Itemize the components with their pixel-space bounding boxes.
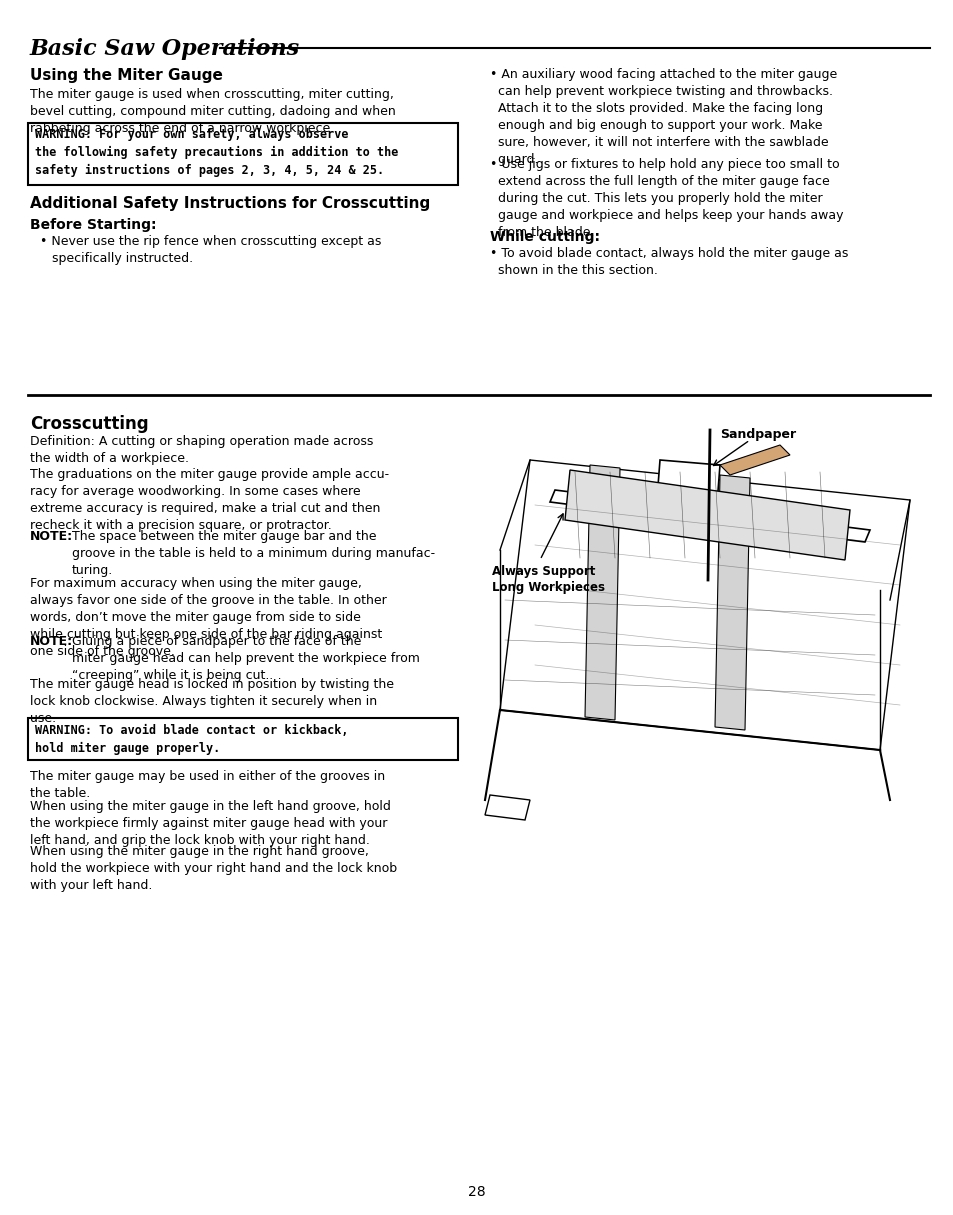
Text: While cutting:: While cutting:: [490, 230, 599, 244]
Text: When using the miter gauge in the left hand groove, hold
the workpiece firmly ag: When using the miter gauge in the left h…: [30, 799, 391, 847]
Polygon shape: [655, 460, 720, 530]
Text: The miter gauge may be used in either of the grooves in
the table.: The miter gauge may be used in either of…: [30, 770, 385, 799]
Text: • Never use the rip fence when crosscutting except as
   specifically instructed: • Never use the rip fence when crosscutt…: [40, 234, 381, 265]
Text: The miter gauge head is locked in position by twisting the
lock knob clockwise. : The miter gauge head is locked in positi…: [30, 678, 394, 725]
Polygon shape: [720, 445, 789, 475]
Text: The space between the miter gauge bar and the
groove in the table is held to a m: The space between the miter gauge bar an…: [71, 530, 435, 577]
Text: Always Support
Long Workpieces: Always Support Long Workpieces: [492, 565, 604, 594]
Text: Gluing a piece of sandpaper to the face of the
miter gauge head can help prevent: Gluing a piece of sandpaper to the face …: [71, 635, 419, 682]
Text: Before Starting:: Before Starting:: [30, 217, 156, 232]
Polygon shape: [550, 490, 869, 542]
Text: NOTE:: NOTE:: [30, 635, 73, 648]
Polygon shape: [584, 465, 619, 720]
Text: Basic Saw Operations: Basic Saw Operations: [30, 38, 300, 60]
Text: Sandpaper: Sandpaper: [720, 428, 796, 441]
Polygon shape: [484, 795, 530, 820]
Polygon shape: [564, 470, 849, 560]
Text: • Use jigs or fixtures to help hold any piece too small to
  extend across the f: • Use jigs or fixtures to help hold any …: [490, 158, 842, 239]
Text: When using the miter gauge in the right hand groove,
hold the workpiece with you: When using the miter gauge in the right …: [30, 844, 396, 892]
Text: • An auxiliary wood facing attached to the miter gauge
  can help prevent workpi: • An auxiliary wood facing attached to t…: [490, 68, 837, 166]
Text: Crosscutting: Crosscutting: [30, 416, 149, 433]
Text: WARNING: For your own safety, always observe
the following safety precautions in: WARNING: For your own safety, always obs…: [35, 128, 398, 177]
Text: The miter gauge is used when crosscutting, miter cutting,
bevel cutting, compoun: The miter gauge is used when crosscuttin…: [30, 87, 395, 135]
Text: NOTE:: NOTE:: [30, 530, 73, 543]
Polygon shape: [714, 475, 749, 730]
Text: The graduations on the miter gauge provide ample accu-
racy for average woodwork: The graduations on the miter gauge provi…: [30, 468, 389, 532]
Text: Using the Miter Gauge: Using the Miter Gauge: [30, 68, 223, 83]
Text: Additional Safety Instructions for Crosscutting: Additional Safety Instructions for Cross…: [30, 196, 430, 211]
Text: • To avoid blade contact, always hold the miter gauge as
  shown in the this sec: • To avoid blade contact, always hold th…: [490, 247, 847, 277]
Text: WARNING: To avoid blade contact or kickback,
hold miter gauge properly.: WARNING: To avoid blade contact or kickb…: [35, 724, 348, 756]
Text: 28: 28: [468, 1185, 485, 1199]
Text: For maximum accuracy when using the miter gauge,
always favor one side of the gr: For maximum accuracy when using the mite…: [30, 577, 386, 659]
Text: Definition: A cutting or shaping operation made across
the width of a workpiece.: Definition: A cutting or shaping operati…: [30, 435, 373, 465]
FancyBboxPatch shape: [28, 718, 457, 761]
Polygon shape: [499, 460, 909, 750]
FancyBboxPatch shape: [28, 123, 457, 185]
